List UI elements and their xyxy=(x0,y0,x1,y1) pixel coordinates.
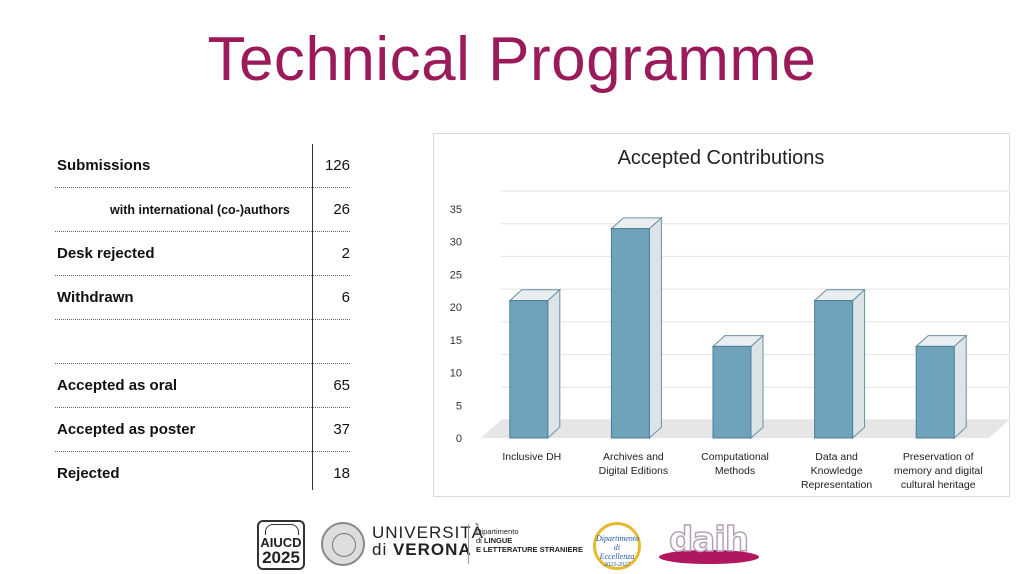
page-title: Technical Programme xyxy=(207,25,817,94)
university-seal-icon xyxy=(321,522,365,566)
aiucd-logo: AIUCD 2025 xyxy=(257,520,305,570)
x-tick-label: Data and xyxy=(815,451,858,463)
footer-logos: AIUCD 2025 UNIVERSITÀ di VERONA Dipartim… xyxy=(255,518,775,572)
y-tick-label: 20 xyxy=(450,302,462,314)
department-logo: Dipartimento di LINGUE E LETTERATURE STR… xyxy=(476,527,583,554)
chart-title: Accepted Contributions xyxy=(618,147,825,169)
daih-logo: daih xyxy=(659,519,759,570)
stats-row: Desk rejected 2 xyxy=(55,232,350,276)
aiucd-logo-text: AIUCD xyxy=(260,535,302,550)
stats-row xyxy=(55,320,350,364)
x-tick-label: cultural heritage xyxy=(901,479,976,491)
x-tick-label: Computational xyxy=(701,451,769,463)
stats-label: Withdrawn xyxy=(57,289,134,306)
stats-row: with international (co-)authors 26 xyxy=(55,188,350,232)
y-tick-label: 30 xyxy=(450,237,462,249)
x-tick-label: Inclusive DH xyxy=(502,451,561,463)
eccellenza-logo: Dipartimento di Eccellenza 2023-2027 xyxy=(593,522,641,570)
bar-side xyxy=(953,334,967,440)
stats-divider xyxy=(312,144,313,490)
y-tick-label: 25 xyxy=(450,269,462,281)
y-tick-label: 10 xyxy=(450,368,462,380)
stats-label: Accepted as oral xyxy=(57,377,178,394)
x-tick-label: Knowledge xyxy=(811,465,863,477)
stats-row: Submissions 126 xyxy=(55,144,350,188)
eccellenza-line1: Dipartimento xyxy=(596,534,640,543)
stats-value: 37 xyxy=(333,421,350,438)
eccellenza-line3: 2023-2027 xyxy=(604,562,630,568)
stats-value: 126 xyxy=(324,157,350,174)
chart-svg: Accepted Contributions 0 5 10 15 20 25 30 35 Incl… xyxy=(450,147,1009,491)
aiucd-logo-year: 2025 xyxy=(262,548,300,567)
department-label: Dipartimento xyxy=(476,527,519,536)
department-letterature: E LETTERATURE STRANIERE xyxy=(476,545,583,554)
x-tick-label: Preservation of xyxy=(903,451,974,463)
bar xyxy=(915,345,955,439)
daih-swoosh-icon xyxy=(659,550,759,564)
stats-label: Accepted as poster xyxy=(57,421,196,438)
y-tick-label: 35 xyxy=(450,204,462,216)
university-di: di xyxy=(372,540,388,559)
bar-side xyxy=(648,216,662,440)
stats-value: 26 xyxy=(333,201,350,218)
stats-value: 6 xyxy=(341,289,350,306)
x-tick-label: memory and digital xyxy=(894,465,983,477)
stats-value: 2 xyxy=(341,245,350,262)
x-tick-label: Digital Editions xyxy=(599,465,668,477)
bar-side xyxy=(750,334,764,440)
x-tick-label: Methods xyxy=(715,465,755,477)
logo-separator xyxy=(468,524,469,564)
stats-label: Desk rejected xyxy=(57,245,155,262)
daih-logo-text: daih xyxy=(668,519,750,561)
stats-value: 18 xyxy=(333,465,350,482)
stats-row: Accepted as oral 65 xyxy=(55,364,350,408)
y-tick-label: 0 xyxy=(456,433,462,445)
university-name: UNIVERSITÀ xyxy=(372,523,485,542)
aiucd-arch-icon xyxy=(265,524,299,535)
bar-side xyxy=(852,288,866,440)
stats-value: 65 xyxy=(333,377,350,394)
department-lingue: LINGUE xyxy=(483,536,513,545)
y-tick-label: 15 xyxy=(450,335,462,347)
stats-label: Submissions xyxy=(57,157,151,174)
stats-label: Rejected xyxy=(57,465,120,482)
department-di: di xyxy=(476,536,482,545)
stats-row: Rejected 18 xyxy=(55,452,350,495)
bar xyxy=(509,300,549,439)
stats-label: with international (co-)authors xyxy=(110,202,290,217)
eccellenza-line2: di Eccellenza xyxy=(599,543,635,561)
x-tick-label: Representation xyxy=(801,479,872,491)
university-logo: UNIVERSITÀ di VERONA xyxy=(372,524,484,558)
bar xyxy=(712,345,752,439)
bar-side xyxy=(547,288,561,440)
university-city: VERONA xyxy=(392,540,472,559)
stats-table: Submissions 126 with international (co-)au… xyxy=(55,144,350,495)
bar xyxy=(610,228,650,439)
x-tick-label: Archives and xyxy=(603,451,664,463)
accepted-contributions-chart: Accepted Contributions 0 5 10 15 20 25 30 35 Incl… xyxy=(433,133,1010,497)
stats-row: Accepted as poster 37 xyxy=(55,408,350,452)
stats-row: Withdrawn 6 xyxy=(55,276,350,320)
bar xyxy=(814,300,854,439)
y-tick-label: 5 xyxy=(456,400,462,412)
